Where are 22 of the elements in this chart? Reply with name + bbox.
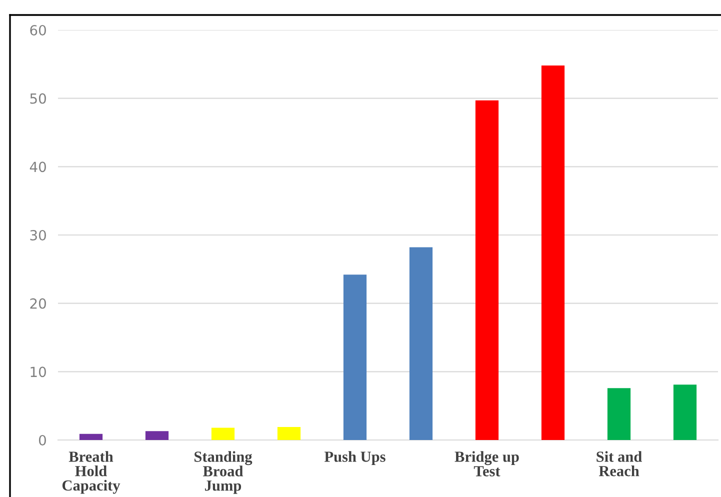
x-tick-label: Standing Broad Jump (194, 451, 252, 494)
x-tick-label: Push Ups (324, 451, 386, 465)
bar (145, 431, 169, 440)
bar (541, 66, 565, 440)
y-tick-label: 20 (30, 298, 46, 309)
x-tick-label: Sit and Reach (596, 451, 642, 476)
y-tick-label: 30 (30, 230, 46, 240)
bar (79, 434, 103, 440)
bar (277, 427, 301, 440)
y-tick-label: 50 (30, 93, 46, 104)
y-tick-label: 60 (30, 24, 46, 36)
bar (673, 384, 697, 440)
bar (211, 428, 235, 440)
bar (475, 100, 499, 440)
x-tick-label: Bridge up Test (454, 451, 519, 476)
y-tick-label: 40 (30, 162, 46, 172)
x-tick-label: Breath Hold Capacity (62, 451, 120, 494)
bar (409, 247, 433, 440)
y-tick-label: 10 (30, 366, 46, 378)
y-tick-label: 0 (38, 434, 46, 446)
bar (607, 388, 631, 440)
bar (343, 274, 367, 440)
